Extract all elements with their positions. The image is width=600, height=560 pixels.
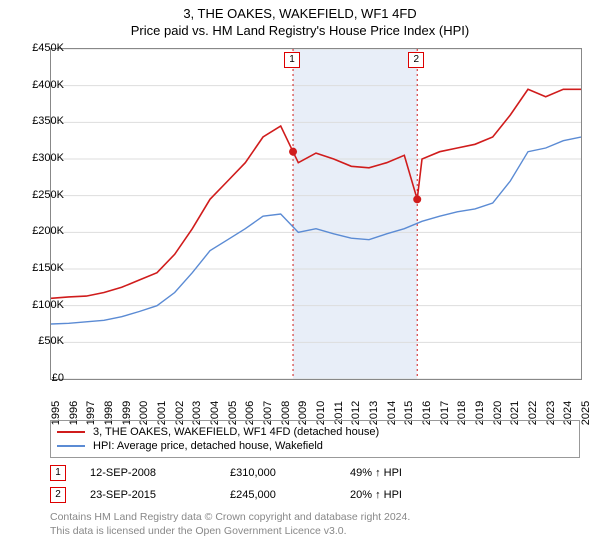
chart	[50, 48, 580, 378]
annotation-marker: 1	[284, 52, 300, 68]
chart-svg	[51, 49, 581, 379]
legend-label: HPI: Average price, detached house, Wake…	[93, 440, 323, 452]
legend-label: 3, THE OAKES, WAKEFIELD, WF1 4FD (detach…	[93, 426, 379, 438]
legend-row: 3, THE OAKES, WAKEFIELD, WF1 4FD (detach…	[57, 425, 573, 439]
sale-row: 2 23-SEP-2015£245,00020% ↑ HPI	[50, 484, 580, 506]
y-tick-label: £0	[14, 372, 64, 384]
legend-row: HPI: Average price, detached house, Wake…	[57, 439, 573, 453]
sale-price: £245,000	[230, 489, 350, 501]
legend-swatch	[57, 445, 85, 447]
y-tick-label: £450K	[14, 42, 64, 54]
x-tick-label: 2025	[580, 401, 592, 425]
footer-line-2: This data is licensed under the Open Gov…	[50, 524, 580, 538]
page-title: 3, THE OAKES, WAKEFIELD, WF1 4FD	[0, 0, 600, 21]
legend-swatch	[57, 431, 85, 433]
y-tick-label: £50K	[14, 335, 64, 347]
annotation-marker: 2	[408, 52, 424, 68]
plot-background	[50, 48, 582, 380]
y-tick-label: £350K	[14, 115, 64, 127]
page-subtitle: Price paid vs. HM Land Registry's House …	[0, 21, 600, 42]
sale-marker: 2	[50, 487, 66, 503]
y-tick-label: £100K	[14, 299, 64, 311]
sale-price: £310,000	[230, 467, 350, 479]
y-tick-label: £300K	[14, 152, 64, 164]
sale-date: 23-SEP-2015	[90, 489, 230, 501]
sales-table: 1 12-SEP-2008£310,00049% ↑ HPI 2 23-SEP-201…	[50, 462, 580, 506]
footer-line-1: Contains HM Land Registry data © Crown c…	[50, 510, 580, 524]
y-tick-label: £250K	[14, 189, 64, 201]
y-tick-label: £150K	[14, 262, 64, 274]
sale-pct: 20% ↑ HPI	[350, 489, 510, 501]
footer: Contains HM Land Registry data © Crown c…	[50, 510, 580, 538]
y-tick-label: £200K	[14, 225, 64, 237]
sale-pct: 49% ↑ HPI	[350, 467, 510, 479]
y-tick-label: £400K	[14, 79, 64, 91]
sale-marker: 1	[50, 465, 66, 481]
sale-date: 12-SEP-2008	[90, 467, 230, 479]
sale-row: 1 12-SEP-2008£310,00049% ↑ HPI	[50, 462, 580, 484]
legend: 3, THE OAKES, WAKEFIELD, WF1 4FD (detach…	[50, 420, 580, 458]
